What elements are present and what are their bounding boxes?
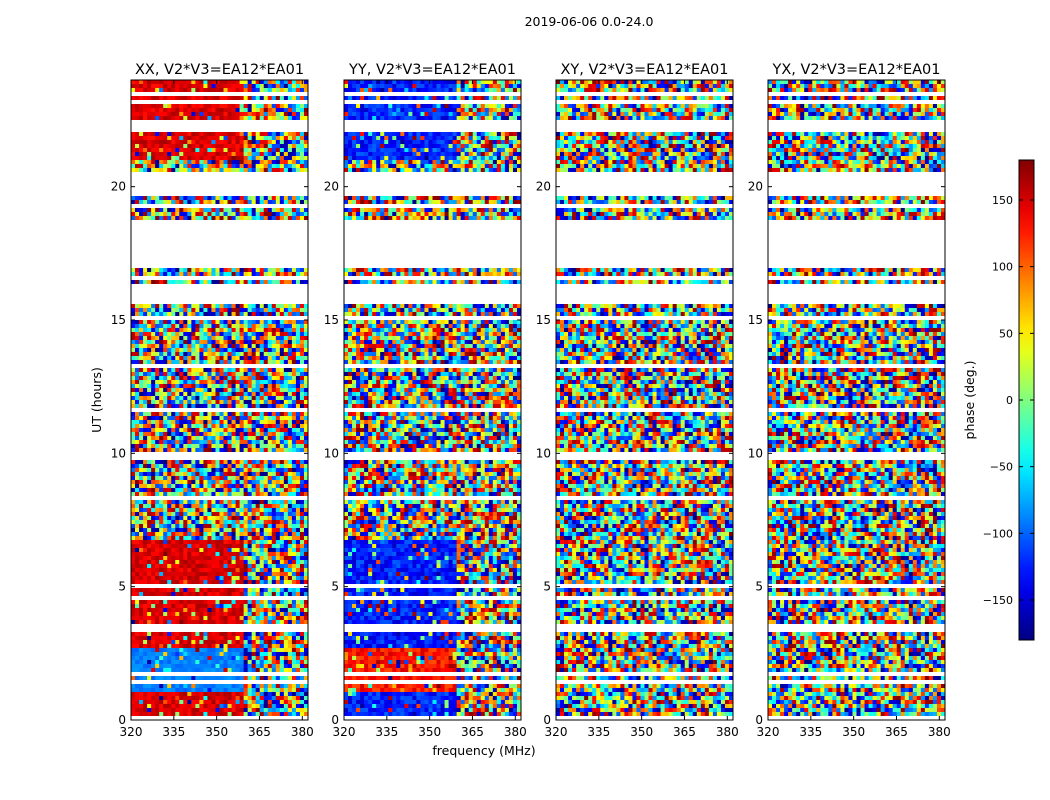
- y-tick-label: 10: [324, 446, 339, 460]
- y-tick-label: 5: [118, 580, 126, 594]
- y-tick-label: 20: [324, 180, 339, 194]
- x-tick-label: 365: [248, 725, 271, 739]
- phase-image: [556, 80, 733, 720]
- x-tick-label: 335: [162, 725, 185, 739]
- colorbar-tick-label: −100: [983, 527, 1013, 540]
- y-tick-label: 20: [748, 180, 763, 194]
- colorbar-label: phase (deg.): [962, 361, 977, 440]
- y-tick-label: 20: [111, 180, 126, 194]
- panel-title: YX, V2*V3=EA12*EA01: [771, 62, 940, 78]
- x-axis-label: frequency (MHz): [432, 743, 535, 758]
- panel-title: XX, V2*V3=EA12*EA01: [135, 62, 304, 78]
- y-tick-label: 10: [536, 446, 551, 460]
- x-tick-label: 365: [461, 725, 484, 739]
- x-tick-label: 320: [333, 725, 356, 739]
- x-tick-label: 335: [375, 725, 398, 739]
- x-tick-label: 335: [587, 725, 610, 739]
- y-tick-label: 15: [748, 313, 763, 327]
- panel-frame: [343, 79, 522, 721]
- y-tick-label: 10: [111, 446, 126, 460]
- panel-frame: [555, 79, 734, 721]
- x-tick-label: 320: [120, 725, 143, 739]
- y-tick-label: 0: [543, 713, 551, 727]
- panel-title: XY, V2*V3=EA12*EA01: [560, 62, 728, 78]
- y-tick-label: 5: [543, 580, 551, 594]
- y-tick-label: 5: [755, 580, 763, 594]
- y-tick-label: 0: [331, 713, 339, 727]
- panel-title: YY, V2*V3=EA12*EA01: [348, 62, 516, 78]
- colorbar-tick-label: 50: [999, 327, 1013, 340]
- x-tick-label: 320: [545, 725, 568, 739]
- y-axis-label: UT (hours): [89, 367, 104, 433]
- phase-image: [131, 80, 308, 720]
- panel-frame: [130, 79, 309, 721]
- panels: XX, V2*V3=EA12*EA01 320 335 350 365 380 0 5 10 15…: [111, 62, 951, 739]
- x-tick-label: 350: [842, 725, 865, 739]
- y-tick-label: 0: [118, 713, 126, 727]
- y-tick-label: 0: [755, 713, 763, 727]
- colorbar-tick-label: 150: [992, 194, 1013, 207]
- x-tick-label: 365: [673, 725, 696, 739]
- x-tick-label: 380: [716, 725, 739, 739]
- colorbar-tick-label: −50: [990, 461, 1013, 474]
- x-tick-label: 350: [630, 725, 653, 739]
- figure-suptitle: 2019-06-06 0.0-24.0: [525, 14, 654, 29]
- x-tick-label: 380: [291, 725, 314, 739]
- x-tick-label: 380: [928, 725, 951, 739]
- x-tick-label: 350: [205, 725, 228, 739]
- y-tick-label: 10: [748, 446, 763, 460]
- x-tick-label: 320: [757, 725, 780, 739]
- colorbar-tick-label: 100: [992, 261, 1013, 274]
- panel-xy: XY, V2*V3=EA12*EA01 320 335 350 365 380 0 5 10 15…: [536, 62, 739, 739]
- y-tick-label: 15: [536, 313, 551, 327]
- panel-frame: [767, 79, 946, 721]
- x-tick-label: 380: [504, 725, 527, 739]
- colorbar: 150 100 50 0 −50 −100 −150: [983, 159, 1035, 641]
- y-tick-label: 15: [324, 313, 339, 327]
- x-tick-label: 335: [799, 725, 822, 739]
- x-tick-label: 365: [885, 725, 908, 739]
- colorbar-tick-label: 0: [1006, 394, 1013, 407]
- panel-yy: YY, V2*V3=EA12*EA01 320 335 350 365 380 0 5 10 15…: [324, 62, 527, 739]
- y-tick-label: 20: [536, 180, 551, 194]
- panel-yx: YX, V2*V3=EA12*EA01 320 335 350 365 380 0 5 10 15…: [748, 62, 951, 739]
- colorbar-tick-label: −150: [983, 594, 1013, 607]
- phase-image: [768, 80, 945, 720]
- panel-xx: XX, V2*V3=EA12*EA01 320 335 350 365 380 0 5 10 15…: [111, 62, 314, 739]
- y-tick-label: 15: [111, 313, 126, 327]
- x-tick-label: 350: [418, 725, 441, 739]
- phase-image: [344, 80, 521, 720]
- y-tick-label: 5: [331, 580, 339, 594]
